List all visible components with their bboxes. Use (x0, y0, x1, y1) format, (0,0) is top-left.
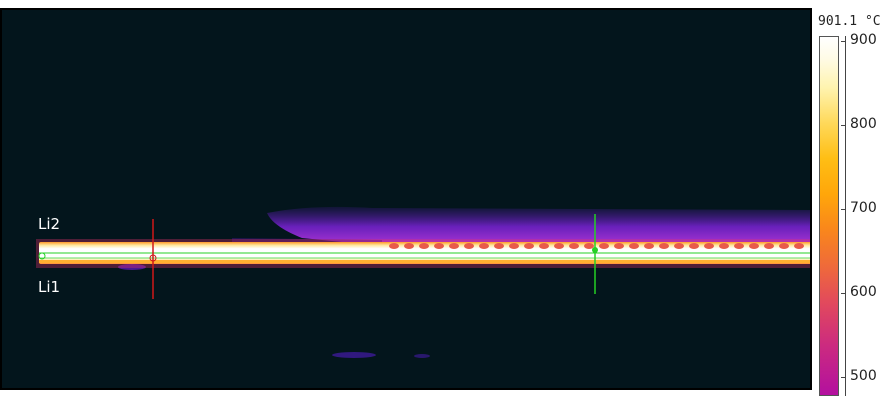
strip-bump (779, 243, 789, 249)
strip-bump (689, 243, 699, 249)
scale-tick (841, 209, 846, 210)
cool-spot (332, 352, 376, 358)
strip-bump (524, 243, 534, 249)
strip-bump (584, 243, 594, 249)
scale-max-label: 901.1 °C (818, 14, 881, 29)
line-label-li2: Li2 (38, 215, 61, 233)
strip-bump (599, 243, 609, 249)
strip-bump-pattern (389, 243, 804, 249)
line-label-li1: Li1 (38, 278, 61, 296)
scale-tick-label: 500 (850, 368, 877, 384)
cool-spot (414, 354, 430, 358)
strip-bump (479, 243, 489, 249)
scale-tick (841, 41, 846, 42)
scale-tick-label: 800 (850, 116, 877, 132)
cool-spot (118, 264, 146, 270)
line-endpoint-handle[interactable] (38, 252, 46, 260)
strip-bump (509, 243, 519, 249)
strip-bump (539, 243, 549, 249)
strip-bump (569, 243, 579, 249)
hot-strip-lower-edge (39, 260, 810, 263)
strip-bump (749, 243, 759, 249)
strip-bump (629, 243, 639, 249)
color-palette-bar (819, 36, 839, 396)
strip-bump (419, 243, 429, 249)
strip-bump (434, 243, 444, 249)
strip-bump (449, 243, 459, 249)
strip-bump (794, 243, 804, 249)
scale-axis (845, 36, 846, 396)
scale-tick-label: 600 (850, 284, 877, 300)
strip-bump (404, 243, 414, 249)
strip-bump (389, 243, 399, 249)
green-cursor-point[interactable] (592, 247, 598, 253)
strip-bump (614, 243, 624, 249)
strip-bump (644, 243, 654, 249)
strip-bump (704, 243, 714, 249)
strip-bump (659, 243, 669, 249)
red-cursor-point[interactable] (149, 254, 157, 262)
scale-tick-label: 700 (850, 200, 877, 216)
temperature-scale: 901.1 °C 900 800 700 600 500 (812, 8, 889, 396)
strip-bump (464, 243, 474, 249)
warm-plume-region (267, 206, 810, 246)
scale-tick (841, 377, 846, 378)
strip-bump (494, 243, 504, 249)
scale-tick (841, 293, 846, 294)
scale-tick (841, 125, 846, 126)
thermal-image-canvas[interactable]: Li2 Li1 (0, 8, 812, 390)
strip-bump (554, 243, 564, 249)
strip-bump (674, 243, 684, 249)
strip-bump (764, 243, 774, 249)
strip-bump (719, 243, 729, 249)
strip-bump (734, 243, 744, 249)
scale-tick-label: 900 (850, 32, 877, 48)
thermal-image-svg (36, 206, 810, 358)
